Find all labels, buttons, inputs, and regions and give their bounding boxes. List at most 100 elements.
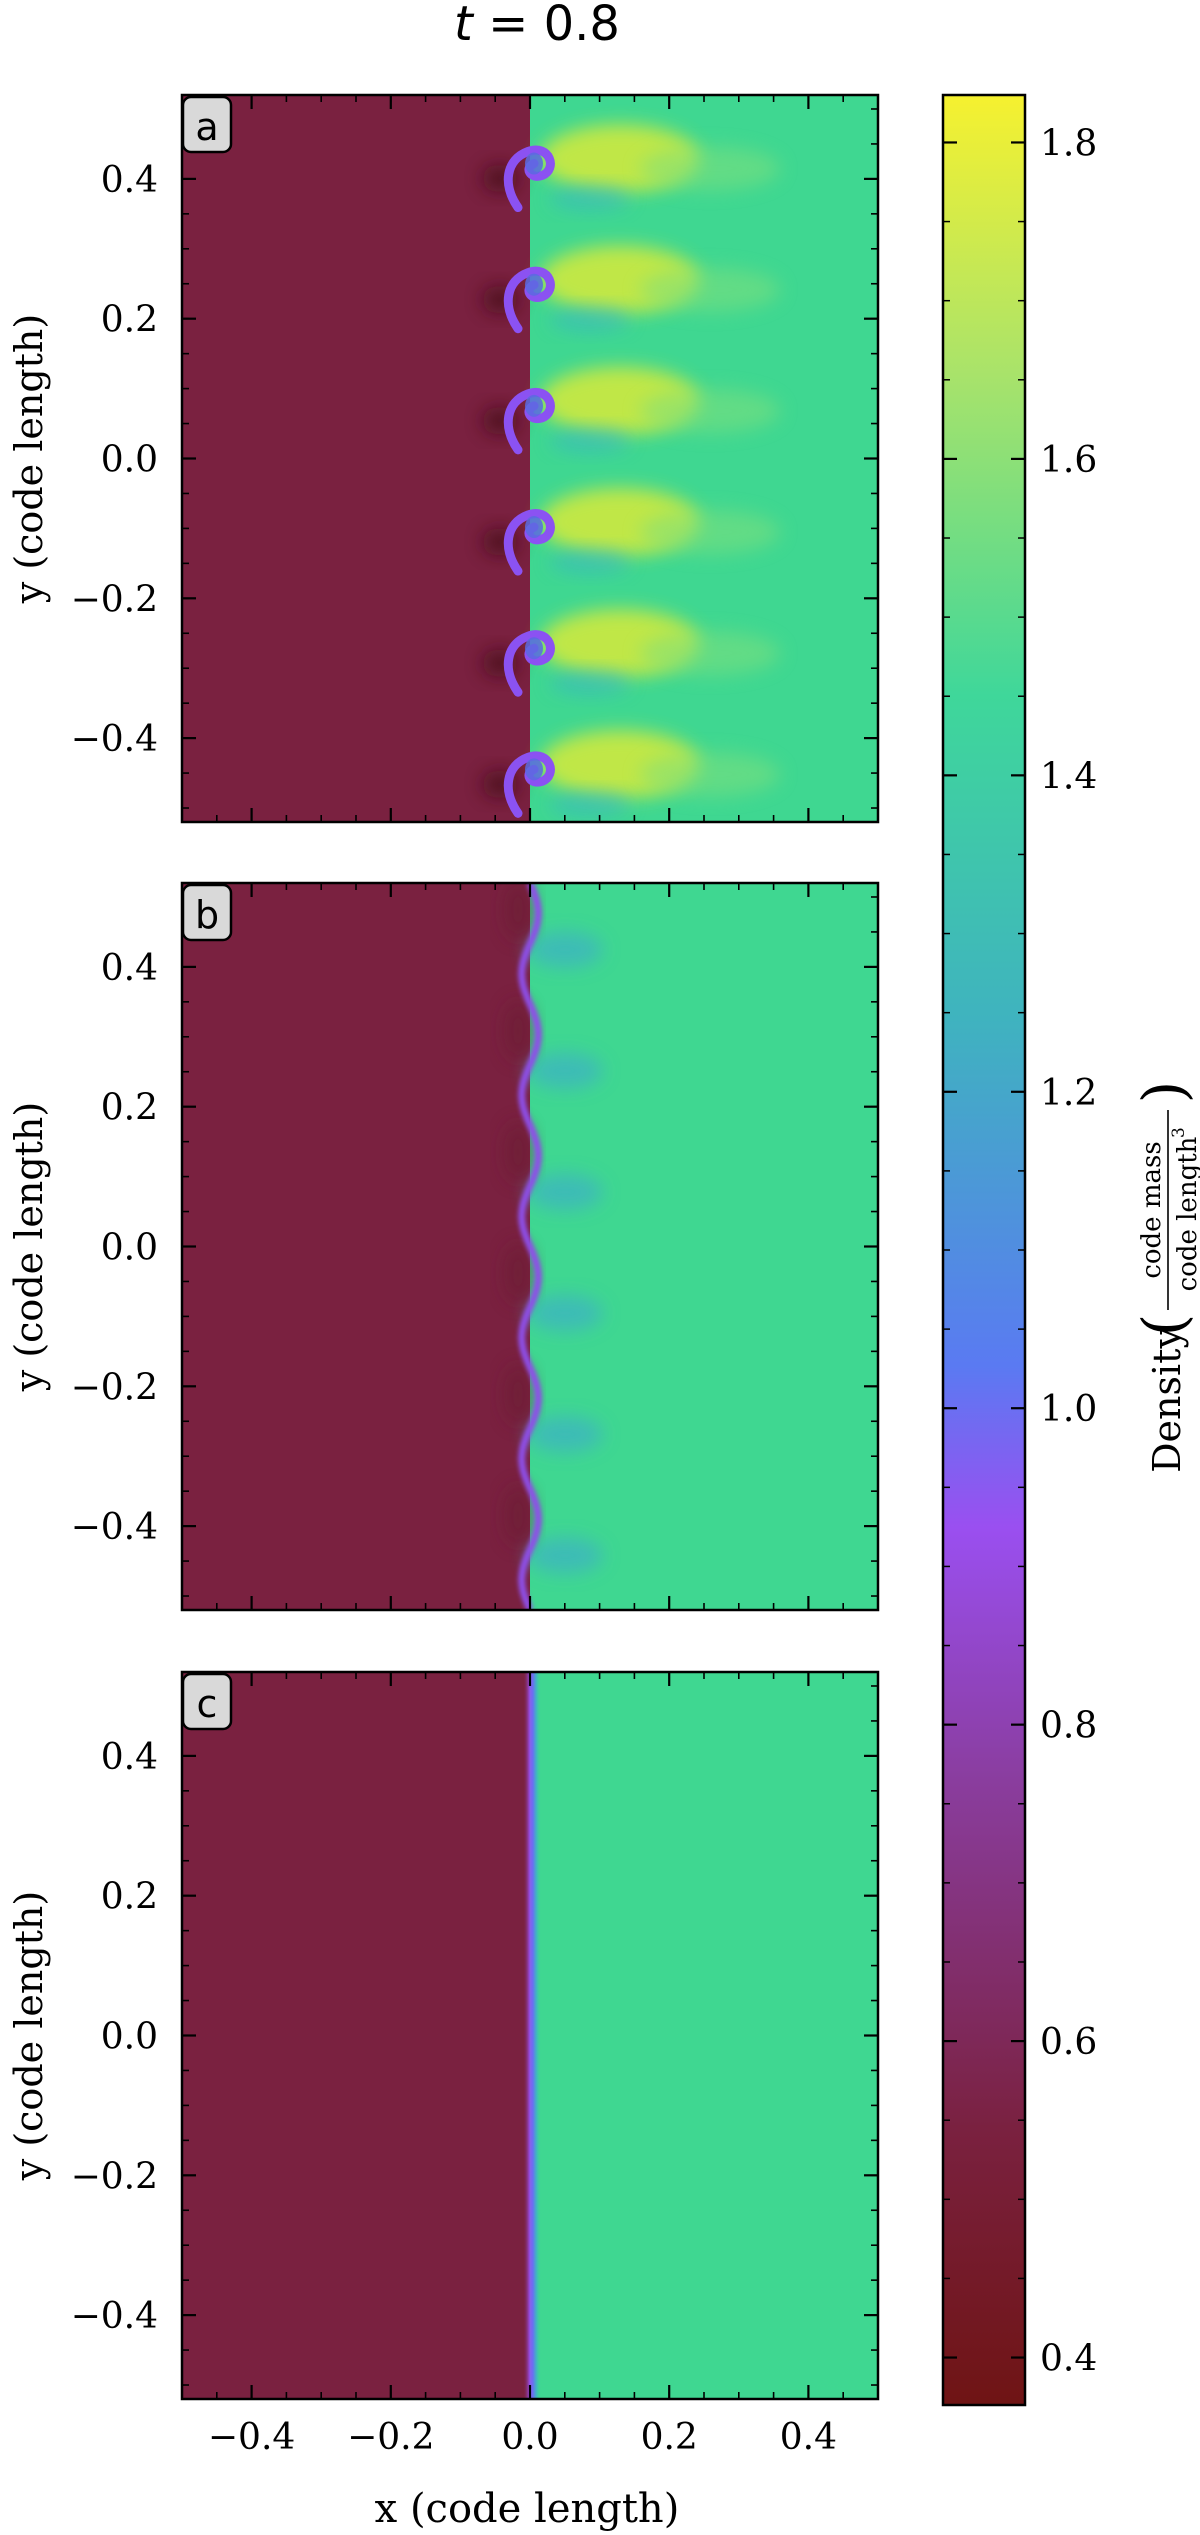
teal-band [550, 428, 630, 453]
y-tick-label: 0.0 [101, 2017, 158, 2058]
colorbar-gradient [941, 93, 1027, 2407]
panel-c-ticks: 0.4 0.2 0.0 −0.2 −0.4 [71, 1672, 878, 2399]
colorbar-tick-label: 1.0 [1040, 1389, 1097, 1430]
x-tick-label: −0.4 [208, 2417, 295, 2458]
panel-label-badge: a [181, 95, 233, 154]
vortex-core [525, 637, 543, 660]
dark-shade [504, 1000, 532, 1061]
colorbar-ticks: 0.4 0.6 0.8 1.0 1.2 1.4 1.6 1.8 [943, 123, 1097, 2380]
panel-label: a [195, 105, 218, 149]
teal-band [550, 307, 630, 332]
colorbar-tick-label: 0.8 [1040, 1706, 1097, 1747]
badge-box [181, 95, 233, 154]
low-density-region [182, 1672, 530, 2399]
colorbar-label-numerator: code mass [1137, 1141, 1167, 1278]
flat-interface [523, 1672, 541, 2399]
y-tick-label: −0.4 [71, 719, 158, 760]
green-wake [640, 267, 780, 312]
panel-a-ticks: 0.4 0.2 0.0 −0.2 −0.4 [71, 95, 878, 822]
teal-wake [527, 1173, 603, 1210]
x-tick-label: −0.2 [347, 2417, 434, 2458]
badge-box [181, 1672, 233, 1731]
colorbar-label-denominator: code length [1173, 1136, 1200, 1291]
x-tick-label: 0.2 [641, 2417, 698, 2458]
high-density-region [530, 1672, 878, 2399]
colorbar-tick-label: 1.2 [1040, 1073, 1097, 1114]
colorbar-label-exponent: 3 [1169, 1127, 1189, 1138]
panel-b: 0.4 0.2 0.0 −0.2 −0.4 b y (code length) [7, 881, 880, 1612]
y-tick-label: 0.2 [101, 300, 158, 341]
teal-band [550, 549, 630, 574]
vortex-core [525, 394, 543, 417]
x-tick-label: 0.0 [501, 2417, 558, 2458]
dark-shade [504, 1364, 532, 1425]
y-tick-label: 0.4 [101, 1737, 158, 1778]
panel-c-image [182, 1672, 878, 2399]
colorbar-tick-label: 1.6 [1040, 440, 1097, 481]
high-density-region [530, 883, 878, 1610]
teal-wake [527, 1052, 603, 1089]
y-tick-label: 0.2 [101, 1088, 158, 1129]
panel-a-image [182, 95, 878, 822]
y-tick-label: −0.4 [71, 1507, 158, 1548]
green-wake [640, 146, 780, 191]
colorbar-paren-left: ( [1130, 1314, 1198, 1337]
y-tick-label: −0.2 [71, 2156, 158, 2197]
colorbar-tick-label: 1.4 [1040, 756, 1097, 797]
y-tick-label: 0.0 [101, 440, 158, 481]
x-tick-labels: −0.4 −0.2 0.0 0.2 0.4 [208, 2417, 837, 2458]
low-density-region [182, 95, 530, 822]
low-density-region [182, 883, 530, 1610]
panel-a: 0.4 0.2 0.0 −0.2 −0.4 a y (code length) [7, 93, 880, 824]
x-axis-label: x (code length) [375, 2486, 680, 2532]
vortex-core [525, 758, 543, 781]
badge-box [181, 883, 233, 942]
dark-shade [504, 1121, 532, 1182]
teal-wake [527, 931, 603, 968]
colorbar-label: Density ( code mass code length 3 ) [1130, 1081, 1200, 1473]
figure-title: t = 0.8 [454, 0, 620, 52]
colorbar-tick-label: 0.6 [1040, 2022, 1097, 2063]
panel-label-badge: c [181, 1672, 233, 1731]
colorbar: 0.4 0.6 0.8 1.0 1.2 1.4 1.6 1.8 Density ( code … [941, 93, 1200, 2407]
teal-band [550, 186, 630, 211]
green-wake [640, 752, 780, 797]
panel-b-image [182, 883, 878, 1610]
y-axis-label: y (code length) [7, 314, 51, 604]
dark-shade [504, 883, 532, 940]
vortex-core [525, 152, 543, 175]
panels: 0.40.20.0−0.2−0.4ay (code length)0.40.20… [7, 93, 880, 2458]
colorbar-tick-label: 0.4 [1040, 2339, 1097, 2380]
teal-wake [527, 1295, 603, 1332]
teal-wake [527, 1416, 603, 1453]
panel-label: b [195, 893, 219, 937]
teal-wake [527, 1537, 603, 1574]
y-tick-label: 0.2 [101, 1877, 158, 1918]
colorbar-paren-right: ) [1130, 1081, 1198, 1104]
teal-band [550, 792, 630, 817]
dark-shade [504, 1485, 532, 1546]
panel-c: 0.40.20.0−0.2−0.4cy (code length)−0.4 −0.… [7, 1670, 880, 2458]
vortex-core [525, 273, 543, 296]
dark-shade [504, 1243, 532, 1304]
green-wake [640, 631, 780, 676]
green-wake [640, 509, 780, 554]
colorbar-label-main: Density [1145, 1327, 1189, 1473]
y-tick-label: 0.0 [101, 1228, 158, 1269]
title-equals: = [473, 0, 544, 52]
y-axis-label: y (code length) [7, 1102, 51, 1392]
y-axis-label: y (code length) [7, 1891, 51, 2181]
title-value: 0.8 [544, 0, 620, 52]
colorbar-tick-label: 1.8 [1040, 123, 1097, 164]
high-density-region [530, 95, 878, 822]
y-tick-label: −0.4 [71, 2296, 158, 2337]
y-tick-label: 0.4 [101, 948, 158, 989]
panel-b-ticks: 0.4 0.2 0.0 −0.2 −0.4 [71, 883, 878, 1610]
teal-band [550, 671, 630, 696]
x-tick-label: 0.4 [780, 2417, 837, 2458]
vortex-core [525, 516, 543, 539]
perturbed-interface [518, 883, 542, 1610]
y-tick-label: −0.2 [71, 1367, 158, 1408]
y-tick-label: 0.4 [101, 160, 158, 201]
